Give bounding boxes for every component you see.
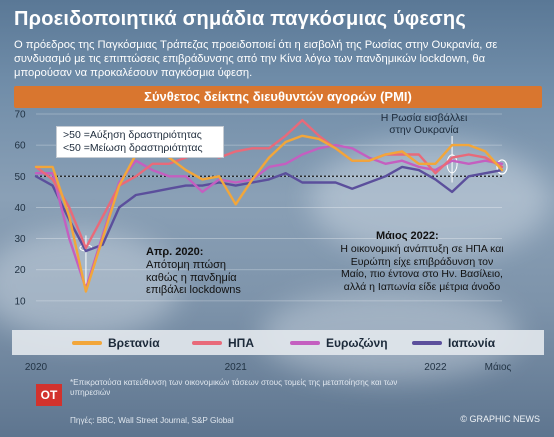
apr-2020-title: Απρ. 2020: <box>146 246 204 258</box>
legend-swatch-uk <box>72 340 102 345</box>
series-lines <box>34 119 504 293</box>
legend-label-jp: Ιαπωνία <box>448 335 496 350</box>
legend: Βρετανία ΗΠΑ Ευρωζώνη Ιαπωνία <box>12 330 544 355</box>
y-tick-label: 10 <box>14 296 26 307</box>
footnote: *Επικρατούσα κατεύθυνση των οικονομικών … <box>70 378 398 397</box>
y-tick-label: 20 <box>14 265 26 276</box>
credit-text: © GRAPHIC NEWS <box>460 414 540 424</box>
legend-item-jp: Ιαπωνία <box>412 334 495 351</box>
may-2022-marker-ring <box>496 159 508 175</box>
threshold-down-text: <50 =Μείωση δραστηριότητας <box>63 142 203 154</box>
series-line-uk <box>34 134 504 293</box>
y-axis: 10 20 30 40 50 60 70 <box>14 110 26 308</box>
x-axis: 2020 2021 2022 Μάιος <box>25 361 512 373</box>
ot-logo: OT <box>36 384 62 406</box>
may-2022-text: Η οικονομική ανάπτυξη σε ΗΠΑ και Ευρώπη … <box>340 243 504 293</box>
may-2022-title: Μάιος 2022: <box>376 230 439 242</box>
source-text: Πηγές: BBC, Wall Street Journal, S&P Glo… <box>70 416 234 425</box>
y-tick-label: 40 <box>14 203 26 214</box>
x-tick-label: 2020 <box>25 362 48 373</box>
chart-title: Σύνθετος δείκτης διευθυντών αγορών (PMI) <box>14 86 542 108</box>
x-tick-label: Μάιος <box>485 361 512 373</box>
legend-label-us: ΗΠΑ <box>228 335 254 350</box>
y-tick-label: 70 <box>14 110 26 121</box>
legend-label-eu: Ευρωζώνη <box>326 335 388 350</box>
legend-swatch-eu <box>290 340 320 345</box>
series-line-jp <box>34 165 504 253</box>
legend-label-uk: Βρετανία <box>108 335 160 350</box>
legend-item-us: ΗΠΑ <box>192 334 254 351</box>
legend-swatch-jp <box>412 340 442 345</box>
subtitle: Ο πρόεδρος της Παγκόσμιας Τράπεζας προει… <box>14 39 498 79</box>
invasion-annotation: Η Ρωσία εισβάλλει στην Ουκρανία <box>380 112 468 136</box>
threshold-up-text: >50 =Αύξηση δραστηριότητας <box>63 129 202 141</box>
legend-item-uk: Βρετανία <box>72 334 160 351</box>
y-tick-label: 50 <box>14 172 26 183</box>
legend-swatch-us <box>192 340 222 345</box>
threshold-legend: >50 =Αύξηση δραστηριότητας <50 =Μείωση δ… <box>56 126 224 158</box>
x-tick-label: 2021 <box>225 362 248 373</box>
series-line-us <box>34 119 504 250</box>
x-tick-label: 2022 <box>424 362 447 373</box>
page-title: Προειδοποιητικά σημάδια παγκόσμιας ύφεση… <box>14 8 466 30</box>
y-tick-label: 30 <box>14 234 26 245</box>
y-tick-label: 60 <box>14 141 26 152</box>
legend-item-eu: Ευρωζώνη <box>290 334 388 351</box>
apr-2020-text: Απότομη πτώση καθώς η πανδημία επιβάλει … <box>146 259 241 296</box>
